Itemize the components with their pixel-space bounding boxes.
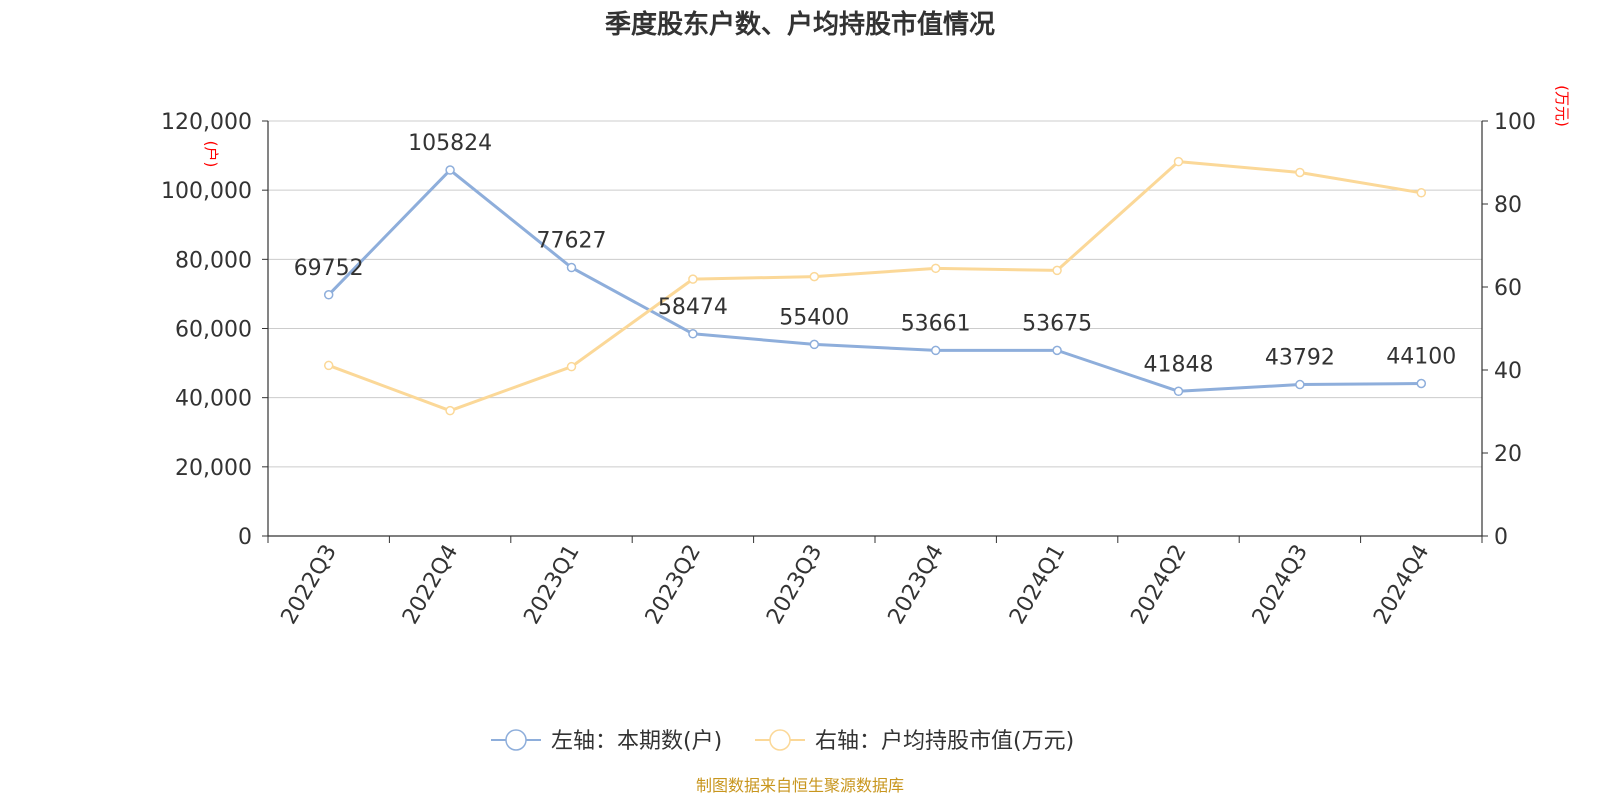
left-tick-label: 80,000 <box>175 248 252 273</box>
series <box>323 156 1427 416</box>
data-label: 43792 <box>1265 346 1335 371</box>
legend-marker-right-series <box>769 729 791 751</box>
data-label: 105824 <box>408 131 492 156</box>
data-point-left[interactable] <box>1173 386 1184 397</box>
data-point-left[interactable] <box>930 345 941 356</box>
legend-item-right-series[interactable]: 右轴：户均持股市值(万元) <box>755 729 1074 754</box>
data-label: 69752 <box>294 256 364 281</box>
right-tick-label: 60 <box>1494 276 1522 301</box>
right-tick-label: 80 <box>1494 193 1522 218</box>
data-point-right[interactable] <box>1295 167 1305 178</box>
x-tick-label: 2023Q2 <box>641 541 706 629</box>
legend-marker-left-series <box>505 729 527 751</box>
right-axis-unit: (万元) <box>1553 85 1571 127</box>
data-point-left[interactable] <box>809 339 820 350</box>
data-point-right[interactable] <box>930 263 941 274</box>
x-tick-label: 2024Q3 <box>1248 541 1313 629</box>
x-axis-ticks: 2022Q3 2022Q4 2023Q1 2023Q2 2023Q3 2023Q4 2024… <box>267 536 1483 629</box>
data-label: 41848 <box>1144 352 1214 377</box>
data-point-left[interactable] <box>1416 378 1427 389</box>
x-tick-label: 2023Q4 <box>884 540 949 628</box>
data-label: 53675 <box>1022 311 1092 336</box>
chart-title: 季度股东户数、户均持股市值情况 <box>605 9 995 40</box>
right-tick-label: 20 <box>1494 442 1522 467</box>
left-tick-label: 40,000 <box>175 387 252 412</box>
data-label: 55400 <box>779 305 849 330</box>
data-label: 58474 <box>658 295 728 320</box>
left-tick-label: 120,000 <box>161 110 252 135</box>
series-line-right <box>328 160 1422 413</box>
data-label: 53661 <box>901 311 971 336</box>
data-point-left[interactable] <box>445 165 455 175</box>
data-label: 44100 <box>1386 344 1456 369</box>
data-point-right[interactable] <box>688 274 698 284</box>
x-tick-label: 2022Q3 <box>277 541 342 629</box>
data-point-right[interactable] <box>1173 156 1184 167</box>
data-source-note: 制图数据来自恒生聚源数据库 <box>696 776 904 795</box>
data-point-left[interactable] <box>688 329 698 339</box>
x-tick-label: 2024Q2 <box>1126 541 1191 629</box>
right-tick-label: 0 <box>1494 525 1508 550</box>
data-point-left[interactable] <box>1295 379 1305 390</box>
right-tick-label: 40 <box>1494 359 1522 384</box>
data-point-left[interactable] <box>566 262 577 273</box>
data-label: 77627 <box>537 229 607 254</box>
data-point-right[interactable] <box>809 271 820 282</box>
left-tick-label: 20,000 <box>175 456 252 481</box>
x-tick-label: 2024Q1 <box>1005 541 1070 629</box>
right-axis-ticks: 0 20 40 60 80 100 <box>1482 110 1536 550</box>
x-tick-label: 2022Q4 <box>398 541 463 629</box>
legend-label-right-series: 右轴：户均持股市值(万元) <box>815 729 1074 754</box>
left-axis-ticks: 0 20,000 40,000 60,000 80,000 100,000 120,000 <box>161 110 268 550</box>
data-point-right[interactable] <box>566 361 577 372</box>
right-tick-label: 100 <box>1494 110 1536 135</box>
x-tick-label: 2024Q4 <box>1369 541 1434 629</box>
data-point-right[interactable] <box>1416 188 1427 198</box>
left-axis-unit: (户) <box>202 141 220 168</box>
left-tick-label: 0 <box>238 525 252 550</box>
data-point-right[interactable] <box>1052 265 1062 276</box>
left-tick-label: 100,000 <box>161 179 252 204</box>
legend-label-left-series: 左轴：本期数(户) <box>551 729 722 754</box>
series-line-left <box>327 168 1422 393</box>
data-point-left[interactable] <box>323 290 334 300</box>
legend: 左轴：本期数(户) 右轴：户均持股市值(万元) <box>491 729 1074 754</box>
legend-item-left-series[interactable]: 左轴：本期数(户) <box>491 729 722 754</box>
data-labels: 69752 105824 77627 58474 55400 53661 53675 4184… <box>294 131 1457 377</box>
x-tick-label: 2023Q1 <box>519 541 584 629</box>
data-point-right[interactable] <box>323 360 334 371</box>
data-point-right[interactable] <box>445 405 455 416</box>
x-tick-label: 2023Q3 <box>762 541 827 629</box>
data-point-left[interactable] <box>1052 345 1062 356</box>
left-tick-label: 60,000 <box>175 318 252 343</box>
gridlines <box>268 120 1482 468</box>
